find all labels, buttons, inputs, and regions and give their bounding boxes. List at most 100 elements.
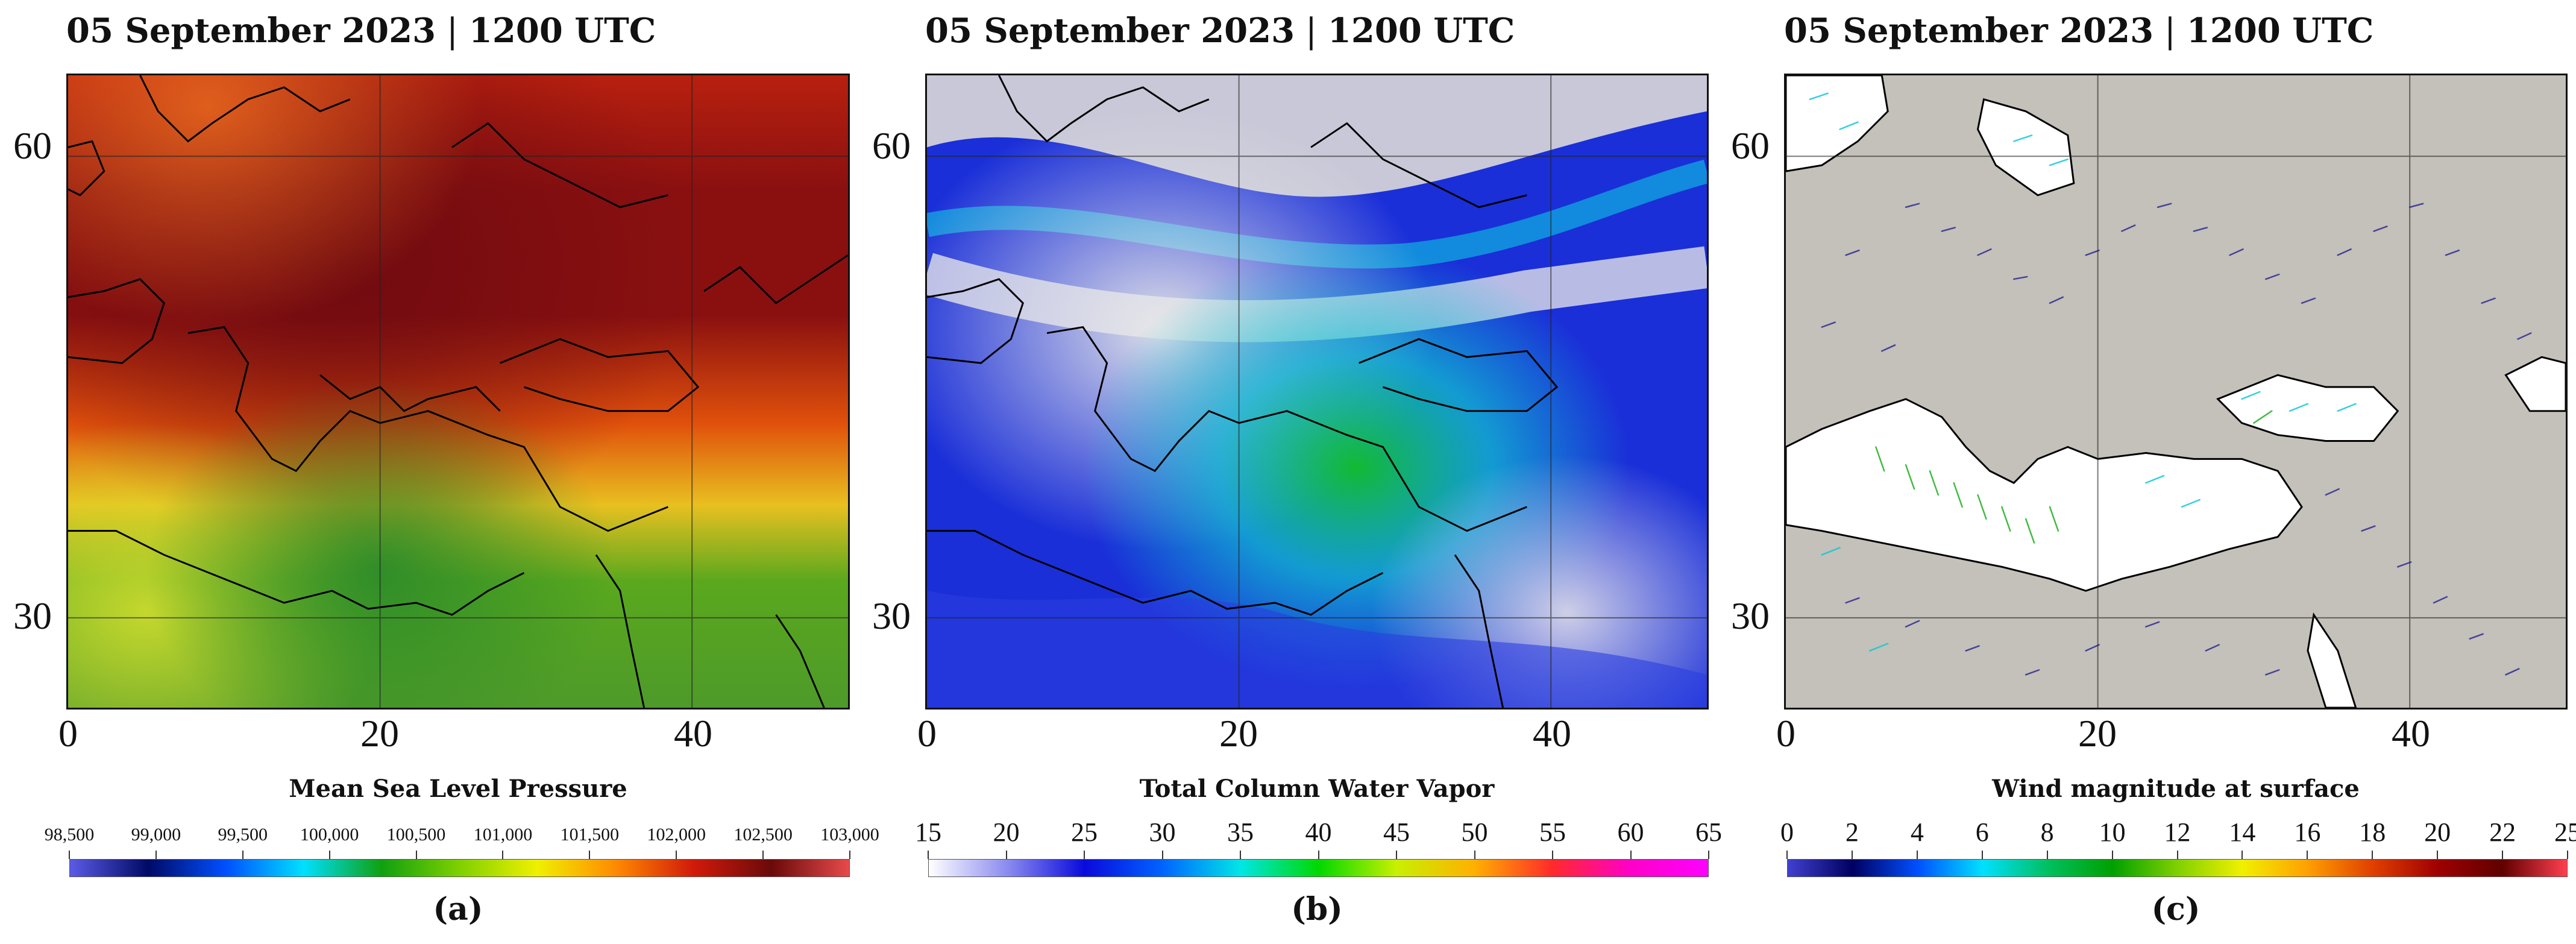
panel-tcwv: 05 September 2023 | 1200 UTC: [859, 0, 1722, 944]
colorbar-label: 20: [993, 817, 1020, 847]
colorbar-label: 30: [1149, 817, 1176, 847]
colorbar-tick: [502, 851, 504, 859]
map-wind-svg: [1786, 75, 2566, 708]
panel-letter: (b): [1291, 891, 1343, 928]
colorbar-label: 65: [1695, 817, 1722, 847]
colorbar-label: 20: [2424, 817, 2451, 847]
colorbar-label: 0: [1780, 817, 1794, 847]
colorbar-label: 4: [1910, 817, 1924, 847]
colorbar-label: 35: [1227, 817, 1254, 847]
panel-title: 05 September 2023 | 1200 UTC: [1784, 11, 2373, 51]
colorbar-title: Total Column Water Vapor: [1139, 775, 1495, 803]
graticule: [68, 75, 848, 708]
title-separator: |: [447, 11, 458, 51]
coastlines: [68, 75, 848, 708]
colorbar-label: 10: [2099, 817, 2126, 847]
coastlines: [927, 75, 1559, 708]
title-separator: |: [1305, 11, 1317, 51]
colorbar-tick: [1708, 851, 1709, 859]
colorbar-tick: [1851, 851, 1853, 859]
title-time: 1200 UTC: [468, 11, 656, 51]
colorbar-label: 101,500: [560, 825, 620, 845]
colorbar-tick: [1084, 851, 1085, 859]
colorbar-tick: [1005, 851, 1007, 859]
title-date: 05 September 2023: [925, 11, 1295, 51]
panel-title: 05 September 2023 | 1200 UTC: [925, 11, 1515, 51]
lon-tick-40: 40: [2392, 712, 2430, 755]
graticule: [927, 75, 1707, 708]
colorbar-tick: [849, 851, 850, 859]
colorbar-label: 101,000: [473, 825, 533, 845]
lon-tick-40: 40: [674, 712, 712, 755]
colorbar-tick: [2567, 851, 2568, 859]
lon-tick-40: 40: [1533, 712, 1571, 755]
colorbar-label: 22: [2489, 817, 2516, 847]
colorbar-label: 103,000: [820, 825, 879, 845]
colorbar-tick: [1161, 851, 1163, 859]
colorbar-tick: [1786, 851, 1788, 859]
colorbar-label: 25: [2554, 817, 2576, 847]
colorbar-label: 102,500: [734, 825, 793, 845]
colorbar-tick: [676, 851, 677, 859]
colorbar-label: 2: [1845, 817, 1859, 847]
colorbar-tick: [2241, 851, 2243, 859]
map-wind: [1784, 74, 2568, 710]
lon-tick-0: 0: [917, 712, 937, 755]
colorbar-label: 40: [1305, 817, 1332, 847]
title-date: 05 September 2023: [1784, 11, 2154, 51]
colorbar-label: 99,000: [131, 825, 181, 845]
colorbar-label: 12: [2164, 817, 2191, 847]
colorbar-label: 14: [2229, 817, 2256, 847]
colorbar-tick: [242, 851, 243, 859]
lat-tick-30: 30: [872, 594, 911, 637]
colorbar-title: Mean Sea Level Pressure: [289, 775, 627, 803]
colorbar-tick: [928, 851, 929, 859]
colorbar-title: Wind magnitude at surface: [1992, 775, 2360, 803]
colorbar-label: 50: [1461, 817, 1488, 847]
lat-tick-60: 60: [1731, 124, 1770, 167]
lat-tick-60: 60: [13, 124, 52, 167]
lon-tick-20: 20: [2078, 712, 2117, 755]
title-date: 05 September 2023: [66, 11, 436, 51]
colorbar-tick: [2372, 851, 2373, 859]
colorbar-tick: [415, 851, 417, 859]
colorbar: [1787, 859, 2568, 877]
lon-tick-0: 0: [1776, 712, 1795, 755]
colorbar-tick: [1318, 851, 1319, 859]
colorbar-tick: [2502, 851, 2504, 859]
colorbar-ticks: [928, 841, 1709, 859]
wind-arrows: [1809, 92, 2532, 676]
colorbar-tick: [2437, 851, 2439, 859]
lon-tick-20: 20: [1219, 712, 1258, 755]
colorbar-tick: [1552, 851, 1553, 859]
colorbar-label: 100,500: [386, 825, 446, 845]
panel-title: 05 September 2023 | 1200 UTC: [66, 11, 656, 51]
colorbar-label: 25: [1071, 817, 1098, 847]
colorbar-tick: [2111, 851, 2113, 859]
colorbar-tick: [1240, 851, 1241, 859]
colorbar-label: 16: [2294, 817, 2321, 847]
panel-wind: 05 September 2023 | 1200 UTC: [1718, 0, 2576, 944]
colorbar-tick: [2176, 851, 2178, 859]
colorbar: [69, 859, 850, 877]
colorbar-label: 60: [1617, 817, 1644, 847]
colorbar-tick: [1981, 851, 1983, 859]
colorbar-tick: [1396, 851, 1397, 859]
title-time: 1200 UTC: [2186, 11, 2374, 51]
graticule: [1786, 75, 2566, 708]
colorbar-label: 18: [2359, 817, 2386, 847]
colorbar-label: 55: [1539, 817, 1566, 847]
colorbar-tick: [1630, 851, 1632, 859]
panel-letter: (a): [433, 891, 483, 928]
colorbar-tick: [1916, 851, 1918, 859]
colorbar-tick: [2307, 851, 2308, 859]
colorbar-tick: [762, 851, 764, 859]
title-separator: |: [2164, 11, 2176, 51]
title-time: 1200 UTC: [1327, 11, 1515, 51]
colorbar-label: 15: [915, 817, 941, 847]
colorbar-ticks: [1786, 841, 2568, 859]
lat-tick-30: 30: [13, 594, 52, 637]
colorbar-ticks: [69, 841, 850, 859]
colorbar-tick: [2046, 851, 2048, 859]
colorbar: [928, 859, 1709, 877]
